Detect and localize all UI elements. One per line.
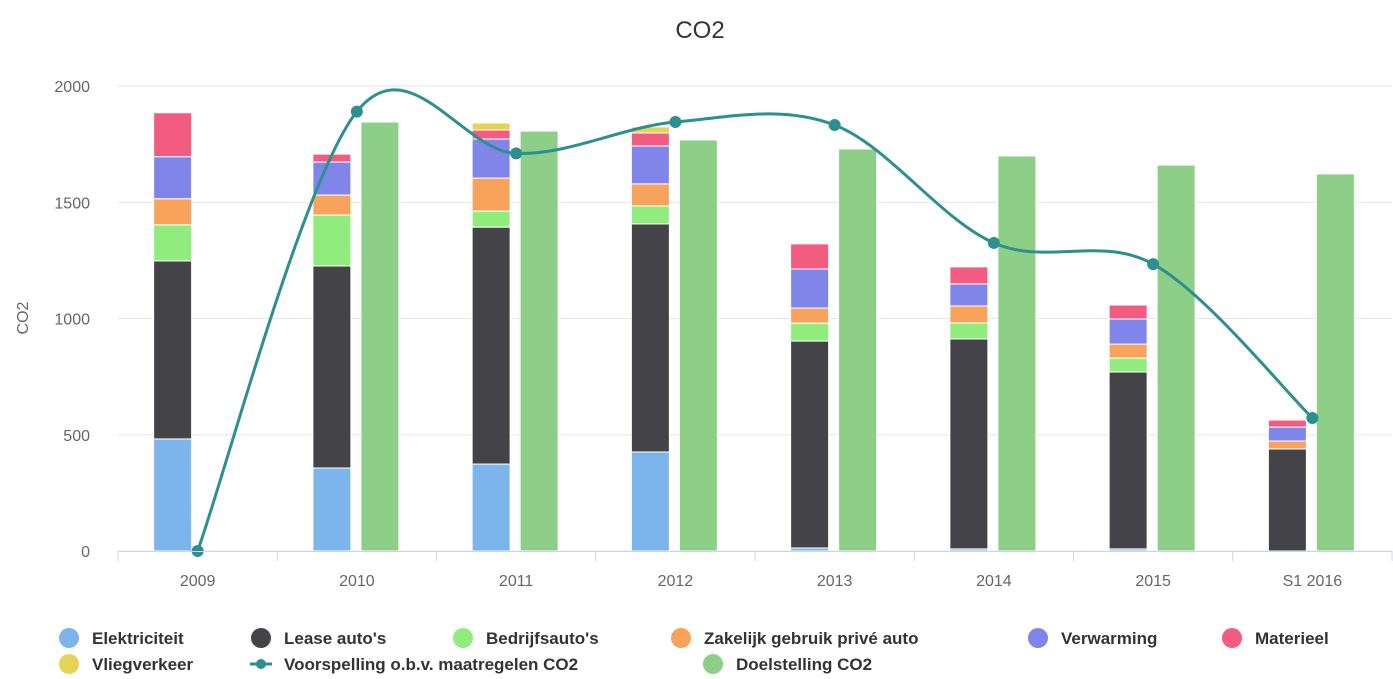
bar <box>949 266 989 285</box>
bar <box>1156 164 1196 552</box>
legend-item: Vliegverkeer <box>59 654 194 674</box>
legend-item: Zakelijk gebruik privé auto <box>671 628 918 648</box>
bar <box>790 268 830 309</box>
bar <box>471 177 511 212</box>
bar <box>949 305 989 324</box>
bar <box>790 340 830 549</box>
line-marker <box>1306 412 1319 425</box>
legend-item: Verwarming <box>1028 628 1157 648</box>
legend-item: Doelstelling CO2 <box>703 654 872 674</box>
bar <box>630 223 670 453</box>
legend-label: Materieel <box>1255 629 1329 648</box>
bar <box>153 156 193 200</box>
legend-swatch <box>1222 628 1242 648</box>
bar <box>153 260 193 440</box>
bar <box>630 205 670 225</box>
legend-label: Verwarming <box>1061 629 1157 648</box>
legend-swatch <box>59 654 79 674</box>
bar <box>949 338 989 550</box>
bar <box>1108 318 1148 345</box>
bar <box>1267 448 1307 552</box>
legend-swatch <box>251 628 271 648</box>
legend-label: Vliegverkeer <box>92 655 194 674</box>
bar <box>153 198 193 226</box>
chart-title: CO2 <box>675 17 724 44</box>
x-tick-label: 2014 <box>976 573 1012 590</box>
bar <box>949 322 989 340</box>
bar <box>630 145 670 185</box>
legend-item: Lease auto's <box>251 628 386 648</box>
y-tick-label: 0 <box>81 544 90 561</box>
x-tick-label: 2015 <box>1135 573 1171 590</box>
bar <box>838 148 878 552</box>
legend-swatch <box>256 659 266 669</box>
bar <box>1108 357 1148 373</box>
legend-swatch <box>1028 628 1048 648</box>
bar <box>1315 173 1355 552</box>
legend-label: Voorspelling o.b.v. maatregelen CO2 <box>284 655 578 674</box>
line-marker <box>828 119 841 132</box>
legend-label: Zakelijk gebruik privé auto <box>704 629 918 648</box>
bar <box>360 121 400 552</box>
bar <box>519 130 559 552</box>
bar <box>1267 440 1307 450</box>
line-marker <box>350 105 363 118</box>
legend-item: Voorspelling o.b.v. maatregelen CO2 <box>250 655 578 674</box>
bar <box>630 132 670 147</box>
x-tick-label: S1 2016 <box>1283 573 1343 590</box>
bar <box>949 283 989 307</box>
legend-item: Elektriciteit <box>59 628 184 648</box>
bar <box>790 243 830 270</box>
line-marker <box>1147 258 1160 271</box>
legend-label: Lease auto's <box>284 629 386 648</box>
legend-swatch <box>671 628 691 648</box>
y-axis-title: CO2 <box>15 301 32 334</box>
x-tick-label: 2013 <box>817 573 853 590</box>
y-tick-label: 1000 <box>54 312 90 329</box>
bar <box>997 155 1037 552</box>
line-marker <box>669 116 682 129</box>
bar <box>471 210 511 228</box>
legend-label: Bedrijfsauto's <box>486 629 599 648</box>
legend-item: Materieel <box>1222 628 1329 648</box>
legend-label: Doelstelling CO2 <box>736 655 872 674</box>
bar <box>1267 419 1307 428</box>
bar <box>1108 371 1148 550</box>
line-marker <box>510 147 523 160</box>
y-tick-label: 2000 <box>54 79 90 96</box>
bar <box>471 122 511 131</box>
line-marker <box>987 236 1000 249</box>
bar <box>1108 343 1148 359</box>
bar <box>153 224 193 262</box>
legend-swatch <box>703 654 723 674</box>
bar <box>790 307 830 324</box>
bar <box>678 139 718 552</box>
bar <box>790 322 830 342</box>
legend-label: Elektriciteit <box>92 629 184 648</box>
bar <box>312 265 352 469</box>
x-tick-label: 2012 <box>658 573 694 590</box>
bar <box>312 467 352 552</box>
y-tick-label: 500 <box>63 428 90 445</box>
x-tick-label: 2010 <box>339 573 375 590</box>
bar <box>312 194 352 216</box>
bar <box>1108 304 1148 320</box>
bar <box>312 161 352 196</box>
legend-swatch <box>453 628 473 648</box>
bar <box>153 438 193 552</box>
line <box>196 88 1314 552</box>
bar <box>312 214 352 267</box>
y-tick-label: 1500 <box>54 195 90 212</box>
bar <box>630 183 670 207</box>
bar <box>630 451 670 552</box>
bar <box>471 226 511 465</box>
bar <box>1267 426 1307 442</box>
x-tick-label: 2011 <box>499 573 534 590</box>
bar <box>471 463 511 552</box>
x-tick-label: 2009 <box>180 573 216 590</box>
bar <box>153 112 193 158</box>
legend-item: Bedrijfsauto's <box>453 628 599 648</box>
legend-swatch <box>59 628 79 648</box>
